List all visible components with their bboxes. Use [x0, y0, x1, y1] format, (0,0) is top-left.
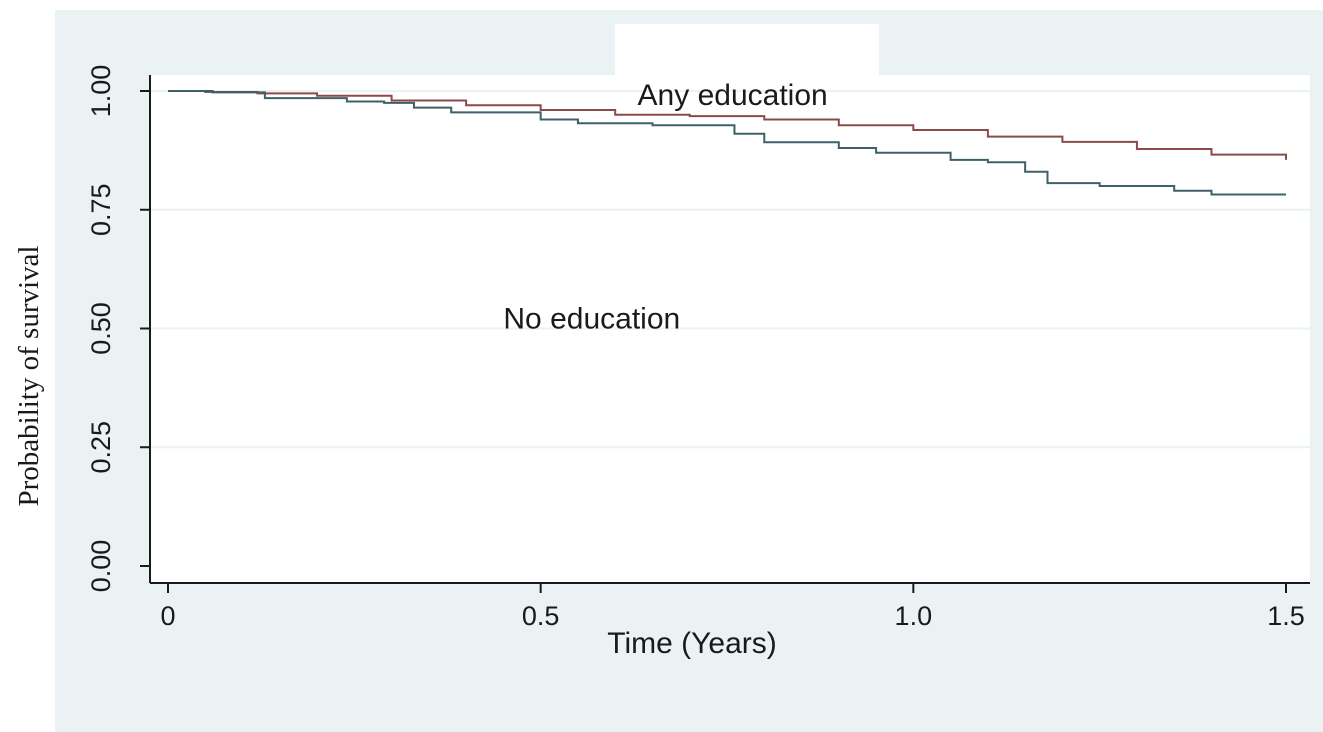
x-axis-title: Time (Years) — [607, 627, 776, 660]
x-tick-label: 1.0 — [895, 601, 933, 631]
gridlines — [150, 90, 1310, 449]
y-tick-label: 0.00 — [86, 540, 116, 593]
annotation-box — [615, 24, 879, 82]
x-tick-label: 0 — [160, 601, 175, 631]
no-education-curve — [168, 90, 1286, 196]
x-tick-label: 1.5 — [1267, 601, 1305, 631]
no-education-label: No education — [503, 302, 680, 335]
survival-curves — [168, 90, 1287, 196]
y-axis-title: Probability of survival — [13, 246, 45, 507]
y-tick-label: 0.75 — [86, 183, 116, 236]
any-education-label: Any education — [638, 79, 828, 112]
y-tick-label: 0.25 — [86, 421, 116, 474]
annotations: Any education No education — [503, 79, 827, 335]
axis-ticks: 0.00 0.25 0.50 0.75 1.00 0 0.5 1.0 1.5 — [86, 65, 1305, 631]
y-tick-label: 1.00 — [86, 65, 116, 118]
any-education-curve — [168, 90, 1287, 160]
x-tick-label: 0.5 — [522, 601, 560, 631]
y-tick-label: 0.50 — [86, 302, 116, 355]
